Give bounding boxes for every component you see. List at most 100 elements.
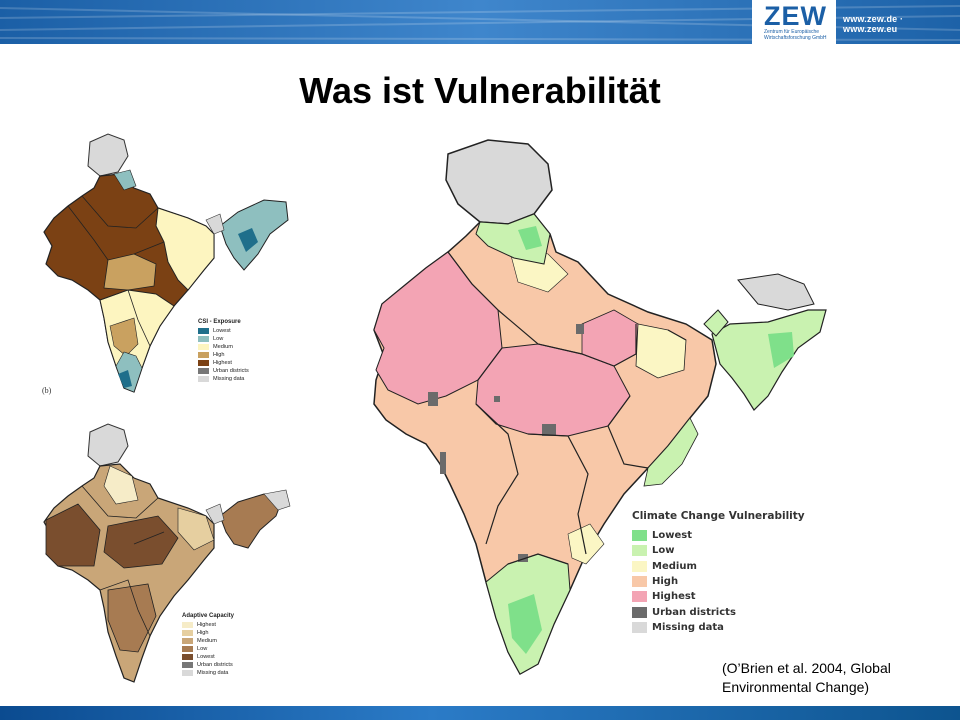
exposure-region-kashmir [87, 133, 129, 177]
adaptive-region-high-east [177, 507, 215, 551]
adaptive-legend-label: High [197, 630, 209, 636]
adaptive-legend-swatch [182, 654, 193, 660]
adaptive-region-lowest-west [45, 503, 101, 567]
vulnerability-legend-title: Climate Change Vulnerability [632, 510, 805, 522]
vulnerability-legend-swatch [632, 591, 647, 603]
adaptive-legend-item: Missing data [182, 669, 234, 677]
exposure-legend-label: High [213, 352, 225, 358]
adaptive-legend-label: Highest [197, 622, 216, 628]
exposure-region-northeast-lowest [238, 228, 258, 252]
adaptive-legend-label: Missing data [197, 670, 229, 676]
adaptive-capacity-legend: Adaptive Capacity Highest High Medium Low Lo… [182, 613, 234, 677]
logo-subtitle: Zentrum für Europäische Wirtschaftsforsc… [764, 29, 827, 41]
vulnerability-legend-label: Highest [652, 591, 696, 603]
adaptive-legend-swatch [182, 646, 193, 652]
vulnerability-legend: Climate Change Vulnerability Lowest Low Me… [632, 510, 805, 635]
vulnerability-legend-label: Lowest [652, 530, 692, 542]
vulnerability-region-sikkim [703, 309, 729, 337]
zew-logo: ZEW Zentrum für Europäische Wirtschaftsf… [752, 0, 836, 44]
exposure-legend-title: CSI - Exposure [198, 319, 241, 325]
exposure-state-borders [67, 195, 165, 347]
exposure-legend-item: Highest [198, 359, 249, 367]
vulnerability-region-north-low [475, 213, 551, 265]
vulnerability-legend-item: High [632, 574, 805, 589]
vulnerability-region-east-coast-low [643, 417, 699, 487]
adaptive-legend-label: Lowest [197, 654, 215, 660]
vulnerability-legend-label: High [652, 576, 679, 588]
logo-text: ZEW [764, 1, 827, 31]
exposure-legend-label: Missing data [213, 376, 245, 382]
vulnerability-legend-swatch [632, 576, 647, 588]
adaptive-legend-item: Lowest [182, 653, 234, 661]
vulnerability-legend-label: Missing data [652, 621, 724, 633]
vulnerability-legend-swatch [632, 545, 647, 557]
vulnerability-legend-swatch [632, 530, 647, 542]
adaptive-legend-label: Low [197, 646, 208, 652]
header-banner: ZEW Zentrum für Europäische Wirtschaftsf… [0, 0, 960, 44]
exposure-legend-label: Urban districts [213, 368, 249, 374]
vulnerability-legend-item: Medium [632, 559, 805, 574]
exposure-region-north-teal [113, 169, 137, 191]
adaptive-legend-swatch [182, 638, 193, 644]
exposure-region-nepal-gap [205, 213, 225, 235]
vulnerability-legend-item: Missing data [632, 620, 805, 635]
adaptive-legend-item: Medium [182, 637, 234, 645]
adaptive-legend-item: Urban districts [182, 661, 234, 669]
vulnerability-legend-swatch [632, 621, 647, 633]
adaptive-region-highest-north [103, 465, 139, 505]
vulnerability-region-south-medium [567, 523, 605, 565]
vulnerability-legend-label: Low [652, 545, 675, 557]
vulnerability-legend-swatch [632, 606, 647, 618]
exposure-legend-label: Low [213, 336, 224, 342]
vulnerability-legend-item: Urban districts [632, 604, 805, 619]
adaptive-state-borders [81, 485, 165, 637]
adaptive-legend-item: Highest [182, 621, 234, 629]
website-url[interactable]: www.zew.de · www.zew.eu [843, 14, 904, 34]
vulnerability-legend-item: Low [632, 543, 805, 558]
adaptive-capacity-map [38, 420, 308, 690]
adaptive-region-northeast [219, 493, 283, 549]
exposure-legend-swatch [198, 360, 209, 366]
vulnerability-region-kashmir [445, 139, 553, 225]
exposure-legend-swatch [198, 352, 209, 358]
exposure-legend-swatch [198, 328, 209, 334]
adaptive-legend-label: Urban districts [197, 662, 233, 668]
exposure-legend-swatch [198, 368, 209, 374]
vulnerability-region-south-lowest [508, 594, 542, 654]
vulnerability-region-northeast-lowest [768, 332, 794, 368]
citation: (O’Brien et al. 2004, Global Environment… [722, 659, 952, 697]
vulnerability-legend-item: Highest [632, 589, 805, 604]
citation-line-2: Environmental Change) [722, 679, 870, 695]
exposure-region-coast-lowest [118, 370, 132, 388]
footer-bar [0, 706, 960, 720]
vulnerability-region-northeast [711, 309, 827, 411]
vulnerability-state-borders [447, 251, 687, 565]
adaptive-legend-swatch [182, 662, 193, 668]
exposure-legend-item: Urban districts [198, 367, 249, 375]
adaptive-legend-item: High [182, 629, 234, 637]
exposure-legend-item: Lowest [198, 327, 249, 335]
adaptive-region-low-south [107, 583, 157, 653]
vulnerability-map [368, 134, 868, 684]
adaptive-legend-title: Adaptive Capacity [182, 613, 235, 619]
adaptive-legend-swatch [182, 670, 193, 676]
vulnerability-urban-districts [428, 324, 584, 562]
adaptive-region-bangladesh-gap [263, 489, 291, 511]
exposure-legend-item: Missing data [198, 375, 249, 383]
vulnerability-region-nepal-gap [737, 273, 815, 311]
citation-line-1: (O’Brien et al. 2004, Global [722, 660, 891, 676]
adaptive-region-nepal-gap [205, 503, 225, 525]
vulnerability-legend-swatch [632, 560, 647, 572]
vulnerability-legend-label: Medium [652, 560, 697, 572]
vulnerability-region-north-lowest [518, 226, 542, 250]
exposure-legend-item: Medium [198, 343, 249, 351]
adaptive-legend-label: Medium [197, 638, 217, 644]
adaptive-legend-swatch [182, 622, 193, 628]
adaptive-region-lowest-central [103, 515, 179, 569]
exposure-legend: CSI - Exposure Lowest Low Medium High Highes… [198, 319, 249, 383]
exposure-legend-item: High [198, 351, 249, 359]
adaptive-legend-item: Low [182, 645, 234, 653]
exposure-region-east [155, 207, 215, 291]
exposure-legend-swatch [198, 376, 209, 382]
vulnerability-legend-item: Lowest [632, 528, 805, 543]
